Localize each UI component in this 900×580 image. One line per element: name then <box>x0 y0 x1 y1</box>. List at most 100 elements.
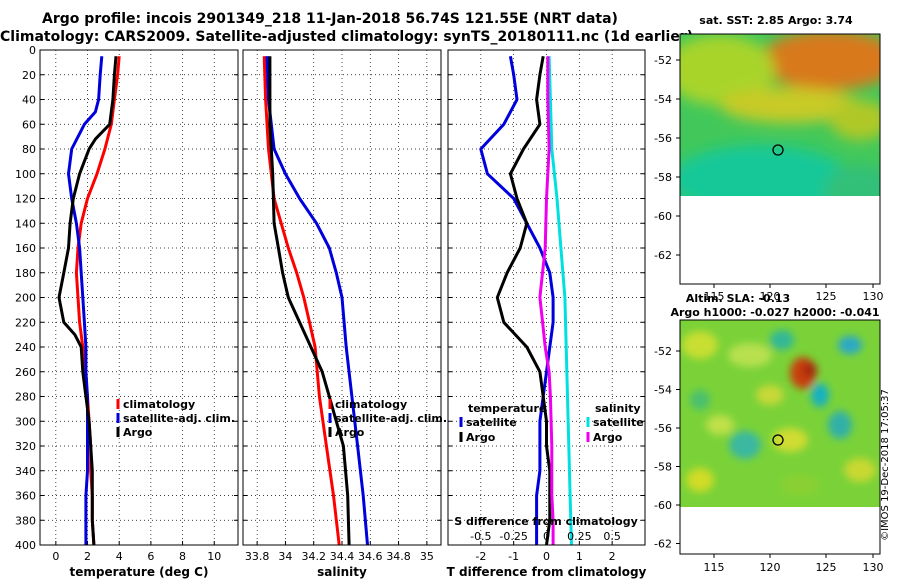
x2-tick-label: -0.5 <box>470 530 491 543</box>
y-tick-label: 340 <box>15 465 36 478</box>
x2-tick-label: 0 <box>543 530 550 543</box>
series-line-temperature-satellite <box>479 55 555 545</box>
y-tick-label: 220 <box>15 316 36 329</box>
x2-tick-label: 0.5 <box>603 530 621 543</box>
sla-map-title2: Argo h1000: -0.027 h2000: -0.041 <box>670 306 879 319</box>
sla-field <box>680 320 880 507</box>
figure-title-line2: Climatology: CARS2009. Satellite-adjuste… <box>0 29 694 45</box>
difference-panel: -2 -1 0 1 2 T difference from climatology temp… <box>447 49 647 579</box>
x-tick-label: 6 <box>147 550 154 563</box>
lon-tick-label: 130 <box>863 290 884 303</box>
y-tick-label: 100 <box>15 168 36 181</box>
y-tick-label: 200 <box>15 292 36 305</box>
legend-label: satellite-adj. clim. <box>123 412 235 425</box>
x-tick-label: 0 <box>543 550 550 563</box>
lat-tick-label: -54 <box>654 384 672 397</box>
y-tick-label: 300 <box>15 415 36 428</box>
series-line-satellite-adj-clim- <box>67 56 104 545</box>
lat-tick-label: -56 <box>654 422 672 435</box>
temperature-panel: 0204060801001201401601802002202402602803… <box>15 44 239 579</box>
lat-tick-label: -52 <box>654 345 672 358</box>
x-tick-label: 34.2 <box>301 550 326 563</box>
lat-tick-label: -60 <box>654 210 672 223</box>
lat-tick-label: -52 <box>654 54 672 67</box>
lat-tick-label: -60 <box>654 499 672 512</box>
lat-tick-label: -58 <box>654 461 672 474</box>
series-line-salinity-satellite <box>547 56 573 546</box>
figure-title-line1: Argo profile: incois 2901349_218 11-Jan-… <box>42 11 618 27</box>
series-line-salinity-argo <box>538 56 555 545</box>
series-line-temperature-argo <box>495 55 552 546</box>
y-tick-label: 120 <box>15 193 36 206</box>
lon-tick-label: 115 <box>704 290 725 303</box>
y-tick-label: 260 <box>15 366 36 379</box>
x-tick-label: 2 <box>84 550 91 563</box>
y-tick-label: 160 <box>15 242 36 255</box>
x-tick-label: -1 <box>508 550 519 563</box>
y-tick-label: 280 <box>15 391 36 404</box>
y-tick-label: 240 <box>15 341 36 354</box>
x-tick-label: 2 <box>609 550 616 563</box>
x-tick-label: 34 <box>278 550 292 563</box>
x-tick-label: 4 <box>116 550 123 563</box>
series-line-satellite-adj-clim- <box>265 56 369 546</box>
legend-label: satellite-adj. clim. <box>335 412 447 425</box>
lat-tick-label: -58 <box>654 171 672 184</box>
sst-map: sat. SST: 2.85 Argo: 3.74 -52 -54 -56 -58 -6… <box>654 14 884 303</box>
sst-argo-location-marker <box>772 144 784 156</box>
sst-map-title: sat. SST: 2.85 Argo: 3.74 <box>699 14 853 27</box>
x-tick-label: 8 <box>179 550 186 563</box>
x-tick-label: -2 <box>475 550 486 563</box>
x-tick-label: 0 <box>52 550 59 563</box>
legend-label: climatology <box>123 398 195 411</box>
x2-tick-label: 0.25 <box>567 530 592 543</box>
legend-label: Argo <box>335 426 365 439</box>
lat-tick-label: -54 <box>654 93 672 106</box>
lon-tick-label: 120 <box>760 561 781 574</box>
x-tick-label: 1 <box>576 550 583 563</box>
legend-label: satellite <box>466 416 517 429</box>
lat-tick-label: -62 <box>654 538 672 551</box>
series-line-climatology <box>262 56 341 546</box>
y-tick-label: 20 <box>22 69 36 82</box>
sla-map-title1: Altim. SLA: -0.13 <box>686 292 790 305</box>
y-tick-label: 40 <box>22 94 36 107</box>
x2-tick-label: -0.25 <box>499 530 527 543</box>
legend-title-temperature: temperature <box>468 402 546 415</box>
sst-map-frame <box>679 33 881 285</box>
sla-map: Altim. SLA: -0.13 Argo h1000: -0.027 h20… <box>654 292 883 574</box>
lon-tick-label: 125 <box>816 561 837 574</box>
sla-map-frame <box>679 319 881 555</box>
y-tick-label: 60 <box>22 118 36 131</box>
sst-ice-mask <box>680 196 880 284</box>
x-tick-label: 35 <box>420 550 434 563</box>
lon-tick-label: 120 <box>760 290 781 303</box>
y-tick-label: 180 <box>15 267 36 280</box>
y-tick-label: 80 <box>22 143 36 156</box>
y-tick-label: 140 <box>15 217 36 230</box>
legend-title-salinity: salinity <box>595 402 641 415</box>
legend-label: climatology <box>335 398 407 411</box>
x-tick-label: 34.8 <box>386 550 411 563</box>
x-axis-label: salinity <box>317 565 367 579</box>
lon-tick-label: 115 <box>704 561 725 574</box>
legend-label: satellite <box>593 416 644 429</box>
lon-tick-label: 125 <box>816 290 837 303</box>
sst-field <box>680 34 880 216</box>
legend-label: Argo <box>466 431 496 444</box>
y-tick-label: 360 <box>15 490 36 503</box>
sla-argo-location-marker <box>772 434 784 446</box>
sla-ice-mask <box>680 507 880 554</box>
y-tick-label: 0 <box>29 44 36 57</box>
x-axis-label: T difference from climatology <box>447 565 647 579</box>
y-tick-label: 380 <box>15 514 36 527</box>
x-tick-label: 34.6 <box>358 550 383 563</box>
y-tick-label: 320 <box>15 440 36 453</box>
legend-label: Argo <box>593 431 623 444</box>
lat-tick-label: -62 <box>654 249 672 262</box>
imos-credit: ©IMOS 19-Dec-2018 17:05:37 <box>880 389 891 541</box>
lat-tick-label: -56 <box>654 132 672 145</box>
lon-tick-label: 130 <box>863 561 884 574</box>
x-tick-label: 10 <box>207 550 221 563</box>
